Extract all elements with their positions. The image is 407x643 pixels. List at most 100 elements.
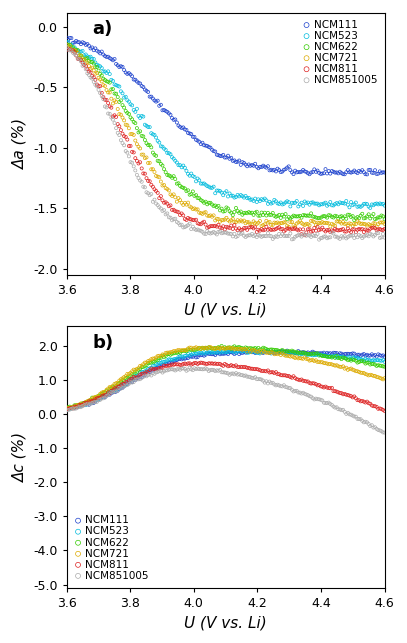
NCM111 bbox=[182, 354, 188, 364]
NCM523 bbox=[210, 181, 217, 192]
NCM851005 bbox=[131, 161, 137, 172]
NCM622 bbox=[271, 345, 278, 355]
NCM111 bbox=[74, 402, 81, 412]
NCM721 bbox=[255, 347, 262, 357]
NCM523 bbox=[151, 130, 158, 140]
NCM721 bbox=[135, 363, 142, 374]
NCM523 bbox=[218, 188, 225, 198]
NCM111 bbox=[147, 367, 153, 377]
NCM721 bbox=[98, 388, 105, 398]
NCM622 bbox=[65, 40, 72, 50]
NCM111 bbox=[119, 383, 126, 393]
NCM622 bbox=[372, 359, 378, 370]
NCM622 bbox=[193, 345, 199, 355]
NCM523 bbox=[230, 347, 236, 357]
NCM851005 bbox=[126, 151, 132, 161]
NCM851005 bbox=[260, 376, 267, 386]
NCM851005 bbox=[204, 226, 210, 237]
NCM721 bbox=[376, 217, 383, 228]
NCM622 bbox=[378, 361, 385, 371]
NCM622 bbox=[98, 70, 105, 80]
NCM721 bbox=[221, 214, 228, 224]
NCM721 bbox=[193, 342, 199, 352]
NCM523 bbox=[364, 355, 370, 365]
NCM111 bbox=[171, 114, 177, 125]
NCM523 bbox=[161, 143, 167, 154]
NCM523 bbox=[287, 201, 293, 212]
NCM721 bbox=[185, 343, 191, 354]
NCM721 bbox=[257, 216, 263, 226]
NCM721 bbox=[326, 359, 332, 369]
NCM851005 bbox=[119, 383, 126, 393]
NCM851005 bbox=[273, 231, 279, 241]
NCM111 bbox=[215, 150, 222, 160]
NCM622 bbox=[265, 345, 271, 355]
NCM111 bbox=[100, 392, 107, 402]
NCM721 bbox=[167, 189, 174, 199]
NCM622 bbox=[118, 377, 124, 387]
NCM851005 bbox=[84, 68, 91, 78]
NCM111 bbox=[186, 129, 193, 139]
NCM111 bbox=[271, 348, 278, 358]
NCM111 bbox=[274, 163, 281, 174]
NCM721 bbox=[233, 343, 239, 354]
NCM523 bbox=[276, 348, 282, 358]
NCM721 bbox=[81, 399, 88, 409]
NCM721 bbox=[97, 74, 103, 84]
NCM622 bbox=[273, 212, 279, 222]
NCM851005 bbox=[233, 231, 239, 242]
NCM851005 bbox=[381, 233, 388, 243]
NCM523 bbox=[262, 194, 268, 204]
NCM851005 bbox=[86, 69, 92, 80]
NCM721 bbox=[103, 385, 110, 395]
NCM721 bbox=[151, 167, 158, 177]
NCM811 bbox=[100, 92, 107, 102]
NCM523 bbox=[162, 356, 169, 367]
NCM622 bbox=[126, 109, 132, 119]
NCM622 bbox=[290, 210, 297, 221]
NCM811 bbox=[182, 358, 188, 368]
NCM851005 bbox=[118, 135, 124, 145]
NCM111 bbox=[309, 347, 316, 357]
NCM523 bbox=[206, 181, 212, 192]
NCM523 bbox=[182, 163, 188, 173]
NCM111 bbox=[202, 140, 209, 150]
NCM721 bbox=[83, 397, 89, 407]
NCM851005 bbox=[324, 233, 330, 244]
NCM721 bbox=[380, 217, 386, 228]
NCM851005 bbox=[218, 367, 225, 377]
NCM721 bbox=[249, 219, 255, 230]
NCM721 bbox=[174, 345, 180, 356]
NCM111 bbox=[326, 166, 332, 176]
NCM851005 bbox=[167, 213, 174, 223]
NCM523 bbox=[73, 402, 79, 412]
NCM111 bbox=[150, 93, 156, 104]
NCM111 bbox=[337, 348, 343, 358]
NCM721 bbox=[306, 220, 313, 230]
NCM851005 bbox=[167, 364, 174, 374]
NCM111 bbox=[381, 167, 388, 177]
NCM811 bbox=[378, 404, 385, 414]
NCM721 bbox=[266, 348, 273, 358]
NCM721 bbox=[172, 192, 179, 203]
NCM851005 bbox=[287, 228, 293, 239]
NCM111 bbox=[244, 347, 250, 357]
NCM811 bbox=[171, 204, 177, 215]
NCM811 bbox=[300, 376, 306, 386]
NCM622 bbox=[380, 361, 386, 372]
NCM851005 bbox=[153, 199, 159, 209]
NCM622 bbox=[226, 206, 233, 216]
NCM721 bbox=[297, 216, 303, 226]
NCM523 bbox=[89, 395, 95, 406]
NCM523 bbox=[118, 86, 124, 96]
NCM851005 bbox=[113, 386, 119, 397]
NCM851005 bbox=[209, 365, 215, 375]
NCM111 bbox=[269, 165, 276, 176]
NCM622 bbox=[119, 375, 126, 385]
NCM111 bbox=[212, 350, 219, 360]
NCM851005 bbox=[116, 383, 123, 393]
NCM721 bbox=[321, 358, 327, 368]
NCM721 bbox=[335, 216, 341, 226]
NCM622 bbox=[159, 160, 166, 170]
NCM622 bbox=[121, 376, 127, 386]
